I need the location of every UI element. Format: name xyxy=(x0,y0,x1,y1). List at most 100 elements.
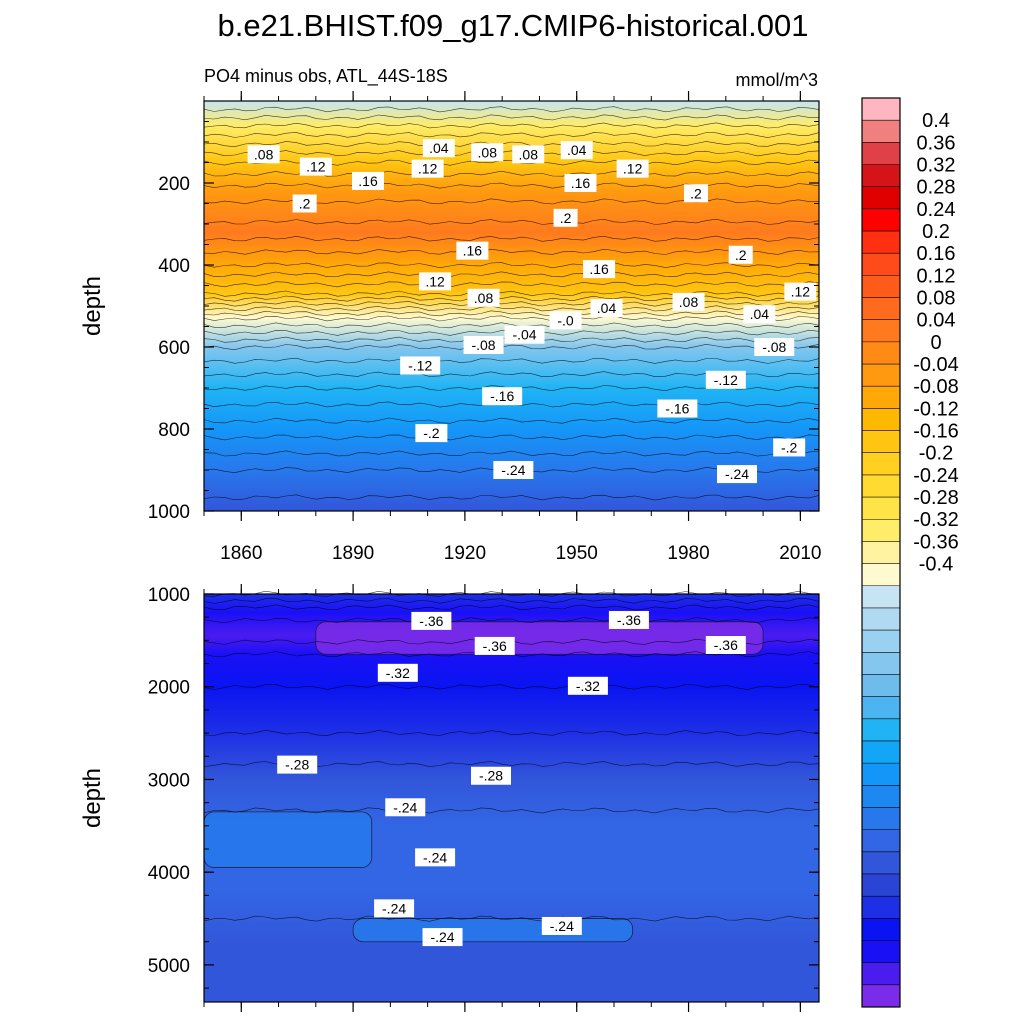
contour-line xyxy=(203,248,820,255)
colorbar-swatch xyxy=(862,718,900,742)
contour-line xyxy=(203,106,820,113)
contour-label: -.36 xyxy=(474,636,515,655)
contour-line xyxy=(203,915,820,922)
lower-panel: -.36 -.36 -.36 -.36 -.32 -.32 -.28 -.28 -.24 -.24… xyxy=(79,584,820,1012)
contour-label-box xyxy=(541,916,582,935)
contour-label-text: .12 xyxy=(306,159,326,175)
contour-label: -.16 xyxy=(482,387,523,406)
x-tick-label: 1980 xyxy=(667,543,709,564)
contour-label-box xyxy=(474,636,515,655)
contour-label-text: -.36 xyxy=(617,612,641,628)
colorbar-label: 0.2 xyxy=(922,221,950,243)
contour-label: .2 xyxy=(728,245,753,264)
contour-label-text: -.12 xyxy=(714,372,738,388)
contour-label-box xyxy=(549,311,582,330)
colorbar-label: -0.28 xyxy=(913,487,959,509)
colorbar-label: 0.4 xyxy=(922,110,950,132)
contour-label: .04 xyxy=(422,139,455,158)
contour-label-box xyxy=(743,305,776,324)
contour-label-text: -.24 xyxy=(393,799,417,815)
contour-label-box xyxy=(456,241,489,260)
subtitle-units: mmol/m^3 xyxy=(736,70,818,90)
contour-label-box xyxy=(705,370,746,389)
contour-label-box xyxy=(471,143,504,162)
colorbar-label: 0.36 xyxy=(917,132,956,154)
contour-label: -.2 xyxy=(415,424,448,443)
contour-label: .12 xyxy=(299,157,332,176)
colorbar-label: 0.28 xyxy=(917,177,956,199)
y-tick-label: 200 xyxy=(158,174,190,195)
colorbar-swatch xyxy=(862,98,900,121)
contour-line xyxy=(203,141,820,148)
contour-line xyxy=(203,295,820,302)
contour-label: .12 xyxy=(616,159,649,178)
contour-label: .12 xyxy=(784,282,817,301)
x-tick-label: 2010 xyxy=(779,543,821,564)
contour-line xyxy=(203,357,820,364)
contour-line xyxy=(203,114,819,121)
colorbar-swatch xyxy=(862,740,900,764)
contour-label-text: -.24 xyxy=(501,462,525,478)
colorbar-swatch xyxy=(862,341,900,365)
contour-label: -.24 xyxy=(717,465,757,484)
contour-label: -.24 xyxy=(541,916,582,935)
contour-label-box xyxy=(377,663,418,682)
contour-label-box xyxy=(411,611,452,630)
colorbar-swatch xyxy=(862,763,900,786)
contour-label-text: -.16 xyxy=(665,401,689,417)
contour-line xyxy=(203,271,820,278)
contour-label-text: -.28 xyxy=(285,757,309,773)
contour-label: -.32 xyxy=(377,663,418,682)
contour-label: -.24 xyxy=(415,848,456,867)
contour-label-text: -.36 xyxy=(714,637,738,653)
contour-label: -.36 xyxy=(705,636,746,654)
colorbar-swatch xyxy=(862,918,900,941)
contour-label-text: -.08 xyxy=(762,339,786,355)
colorbar-swatch xyxy=(862,630,900,653)
contour-line xyxy=(203,494,820,501)
colorbar-swatch xyxy=(862,940,900,964)
colorbar-swatch xyxy=(862,120,900,143)
x-tick-label: 1920 xyxy=(444,543,486,564)
contour-label-box xyxy=(415,848,456,867)
contour-label-text: .04 xyxy=(567,142,587,158)
contour-label-box xyxy=(292,194,317,213)
contour-label-box xyxy=(684,184,708,203)
contour-label-box xyxy=(352,171,384,190)
contour-label-box xyxy=(553,208,578,227)
contour-label: .2 xyxy=(553,208,578,227)
contour-line xyxy=(203,310,820,317)
colorbar-label: 0 xyxy=(930,332,941,354)
colorbar-swatch xyxy=(862,851,900,875)
colorbar-swatch xyxy=(862,364,900,387)
contour-line xyxy=(203,617,820,624)
contour-label-text: .2 xyxy=(735,247,747,263)
contour-label: -.24 xyxy=(422,928,463,947)
colorbar-swatch xyxy=(862,297,900,321)
colorbar-label: -0.24 xyxy=(913,465,959,487)
contour-label-box xyxy=(247,145,280,164)
contour-label-box xyxy=(299,157,332,176)
contour-line xyxy=(203,417,820,424)
contour-label-text: .08 xyxy=(478,144,498,160)
colorbar-label: -0.32 xyxy=(913,509,959,531)
contour-label: .04 xyxy=(560,141,593,160)
chart-title: b.e21.BHIST.f09_g17.CMIP6-historical.001 xyxy=(217,8,808,43)
colorbar-swatch xyxy=(862,253,900,276)
contour-line xyxy=(203,182,820,189)
contour-label-box xyxy=(728,245,753,264)
contour-label: -.28 xyxy=(471,766,511,785)
contour-line xyxy=(203,807,820,814)
y-tick-label: 2000 xyxy=(148,678,190,699)
colorbar-label: -0.16 xyxy=(913,421,959,443)
y-tick-label: 5000 xyxy=(148,956,190,977)
colorbar-swatch xyxy=(862,585,900,609)
contour-label-box xyxy=(754,338,795,356)
colorbar-swatch xyxy=(862,896,900,919)
contour-label-box xyxy=(422,928,463,947)
colorbar-swatch xyxy=(862,807,900,831)
contour-label-text: -.04 xyxy=(512,327,536,343)
upper-panel: .08 .04 .08 .08 .04 .12 .12 .12 .16 .16 .2 .2 .2 .2 .1… xyxy=(79,91,822,564)
contour-label: -.0 xyxy=(549,311,582,330)
colorbar-swatch xyxy=(862,962,900,986)
